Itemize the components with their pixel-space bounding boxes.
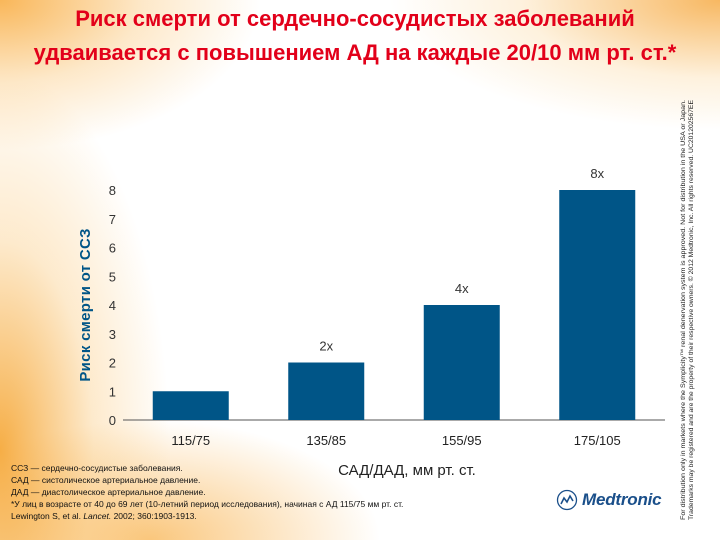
x-tick-label: 175/105 xyxy=(574,433,621,448)
x-tick-label: 115/75 xyxy=(171,433,210,448)
x-tick-label: 155/95 xyxy=(442,433,482,448)
medtronic-emblem-icon xyxy=(556,489,578,511)
footnote-reference: Lewington S, et al. Lancet. 2002; 360:19… xyxy=(11,510,571,522)
y-tick-label: 0 xyxy=(109,413,116,428)
bar xyxy=(152,391,229,420)
bar xyxy=(559,190,636,420)
y-tick-label: 6 xyxy=(109,241,116,256)
medtronic-logo: Medtronic xyxy=(556,487,666,513)
reference-details: 2002; 360:1903-1913. xyxy=(113,511,197,521)
disclaimer-line-2: Trademarks may be registered and are the… xyxy=(688,100,695,520)
y-tick-label: 5 xyxy=(109,269,116,284)
x-tick-label: 135/85 xyxy=(306,433,346,448)
bar xyxy=(423,305,500,420)
side-disclaimer: For distribution only in markets where t… xyxy=(678,95,698,520)
bar-value-label: 4x xyxy=(455,281,469,296)
reference-authors: Lewington S, et al. xyxy=(11,511,81,521)
footnote-age: *У лиц в возрасте от 40 до 69 лет (10-ле… xyxy=(11,499,404,509)
bar-value-label: 2x xyxy=(319,339,333,354)
bar-value-label: 8x xyxy=(590,166,604,181)
x-axis-title: САД/ДАД, мм рт. ст. xyxy=(338,462,476,479)
footnote-sad: САД — систолическое артериальное давлени… xyxy=(11,475,201,485)
y-tick-label: 2 xyxy=(109,356,116,371)
y-tick-label: 4 xyxy=(109,298,116,313)
footnotes: ССЗ — сердечно-сосудистые заболевания. С… xyxy=(11,462,571,522)
y-tick-label: 1 xyxy=(109,384,116,399)
page-title: Риск смерти от сердечно-сосудистых забол… xyxy=(33,6,677,65)
logo-text: Medtronic xyxy=(582,490,662,509)
disclaimer-line-1: For distribution only in markets where t… xyxy=(680,100,687,520)
y-tick-label: 3 xyxy=(109,327,116,342)
y-axis-title: Риск смерти от ССЗ xyxy=(77,228,94,381)
bar xyxy=(288,362,365,420)
y-tick-label: 8 xyxy=(109,183,116,198)
footnote-ccz: ССЗ — сердечно-сосудистые заболевания. xyxy=(11,463,183,473)
y-tick-label: 7 xyxy=(109,212,116,227)
footnote-dad: ДАД — диастолическое артериальное давлен… xyxy=(11,487,206,497)
reference-journal: Lancet. xyxy=(83,511,112,521)
